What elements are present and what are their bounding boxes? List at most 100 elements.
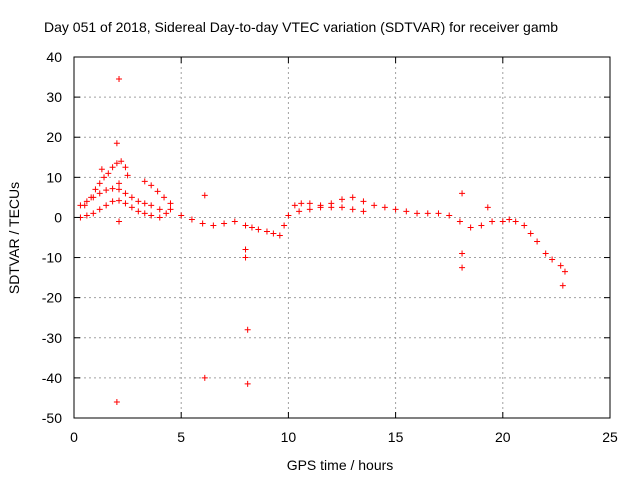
data-point	[255, 226, 262, 233]
data-point	[92, 186, 99, 193]
data-point	[199, 220, 206, 227]
data-point	[435, 210, 442, 217]
data-point	[141, 178, 148, 185]
data-point	[221, 220, 228, 227]
data-point	[141, 210, 148, 217]
data-point	[557, 262, 564, 269]
y-tick-label: 20	[46, 129, 62, 145]
data-point	[96, 190, 103, 197]
data-point	[103, 187, 110, 194]
data-point	[263, 228, 270, 235]
data-point	[116, 180, 123, 187]
data-point	[281, 222, 288, 229]
data-point	[489, 218, 496, 225]
data-point	[285, 212, 292, 219]
y-tick-label: 40	[46, 49, 62, 65]
data-point	[242, 222, 249, 229]
data-point	[467, 224, 474, 231]
data-point	[424, 210, 431, 217]
data-point	[244, 326, 251, 333]
data-point	[231, 218, 238, 225]
axis-ticks	[73, 56, 611, 419]
data-point	[459, 250, 466, 257]
y-tick-labels: 40 30 20 10 0 -10 -20 -30 -40 -50	[42, 49, 62, 426]
data-point	[116, 197, 123, 204]
data-point	[156, 214, 163, 221]
data-point	[109, 164, 116, 171]
data-point	[270, 230, 277, 237]
x-tick-label: 10	[281, 429, 297, 445]
data-point	[135, 208, 142, 215]
x-tick-labels: 0 5 10 15 20 25	[70, 429, 618, 445]
data-point	[296, 208, 303, 215]
data-point	[478, 222, 485, 229]
data-point	[381, 204, 388, 211]
data-point	[349, 206, 356, 213]
x-tick-label: 15	[388, 429, 404, 445]
data-point	[122, 164, 129, 171]
data-point	[90, 210, 97, 217]
data-point	[77, 202, 84, 209]
data-point	[188, 216, 195, 223]
x-tick-label: 0	[70, 429, 78, 445]
data-point	[484, 204, 491, 211]
data-point	[103, 202, 110, 209]
x-axis-label: GPS time / hours	[287, 457, 394, 473]
data-point	[163, 210, 170, 217]
data-point	[178, 212, 185, 219]
y-axis-label: SDTVAR / TECUs	[6, 182, 22, 294]
y-tick-label: -30	[42, 330, 62, 346]
y-tick-label: -40	[42, 370, 62, 386]
data-point	[306, 200, 313, 207]
data-point	[328, 204, 335, 211]
x-tick-label: 20	[495, 429, 511, 445]
data-points	[77, 76, 568, 405]
data-point	[161, 194, 168, 201]
data-point	[156, 206, 163, 213]
data-point	[360, 198, 367, 205]
data-point	[534, 238, 541, 245]
data-point	[98, 166, 105, 173]
data-point	[459, 190, 466, 197]
data-point	[371, 202, 378, 209]
x-tick-label: 5	[177, 429, 185, 445]
data-point	[96, 180, 103, 187]
data-point	[244, 380, 251, 387]
data-point	[83, 212, 90, 219]
data-point	[113, 160, 120, 167]
series-secondary-arc	[141, 178, 174, 207]
data-point	[248, 224, 255, 231]
data-point	[446, 212, 453, 219]
y-tick-label: -20	[42, 290, 62, 306]
data-point	[122, 190, 129, 197]
data-point	[148, 202, 155, 209]
chart-title: Day 051 of 2018, Sidereal Day-to-day VTE…	[44, 19, 558, 35]
data-point	[506, 216, 513, 223]
data-point	[403, 208, 410, 215]
data-point	[167, 200, 174, 207]
data-point	[116, 218, 123, 225]
data-point	[512, 218, 519, 225]
data-point	[414, 210, 421, 217]
data-point	[109, 198, 116, 205]
y-tick-label: 10	[46, 169, 62, 185]
series-lower-arc	[77, 197, 163, 221]
x-tick-label: 25	[602, 429, 618, 445]
data-point	[459, 264, 466, 271]
data-point	[561, 268, 568, 275]
data-point	[521, 222, 528, 229]
data-point	[242, 254, 249, 261]
y-tick-label: 0	[54, 209, 62, 225]
data-point	[339, 196, 345, 203]
data-point	[456, 218, 463, 225]
grid-lines	[74, 57, 610, 418]
data-point	[90, 194, 97, 201]
data-point	[542, 250, 549, 257]
data-point	[167, 206, 174, 213]
data-point	[105, 170, 112, 177]
data-point	[210, 222, 217, 229]
data-point	[148, 212, 155, 219]
series-second-band	[296, 204, 367, 215]
